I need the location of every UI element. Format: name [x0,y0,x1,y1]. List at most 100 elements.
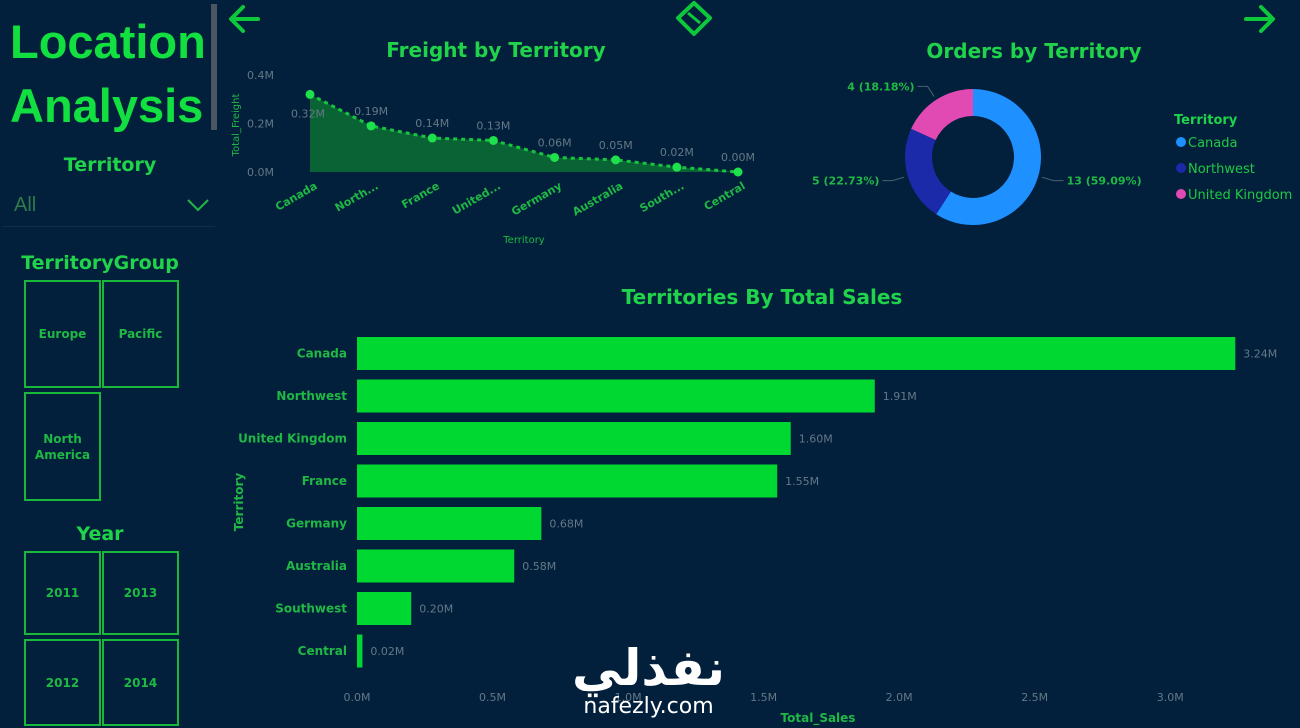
sales-category-label: Australia [286,559,347,573]
orders-legend-title: Territory [1174,113,1238,128]
title-divider [211,4,217,130]
sales-data-label: 3.24M [1243,348,1277,361]
sales-category-label: Canada [297,347,347,361]
freight-chart: 0.32M 0.19M 0.14M 0.13M 0.06M 0.05M 0.02M 0.00M… [231,69,755,246]
sales-x-tick: 1.0M [615,691,642,704]
freight-point [305,89,315,99]
sales-y-axis-label: Territory [232,473,246,532]
freight-chart-title: Freight by Territory [386,38,606,62]
territory-group-label: TerritoryGroup [21,252,179,274]
sales-x-tick: 2.0M [886,691,913,704]
watermark-latin: nafezly.com [583,694,714,719]
orders-chart-title: Orders by Territory [926,39,1142,63]
sales-data-label: 0.20M [419,603,453,616]
freight-data-label: 0.05M [599,139,633,152]
sales-category-label: Germany [286,517,347,531]
freight-x-tick: South... [637,179,686,215]
sales-chart: Canada 3.24M Northwest 1.91M United Kingdom 1… [232,337,1277,726]
sales-bar-united-kingdom [357,422,791,455]
freight-data-label: 0.14M [415,117,449,130]
orders-slice-northwest [905,128,951,215]
freight-x-tick: France [399,179,441,211]
freight-x-tick: North... [333,179,381,214]
watermark-arabic: نفذلي [572,639,726,697]
year-slicer-label: Year [76,523,124,545]
arrow-left-icon[interactable] [226,2,262,36]
group-tile-europe[interactable]: Europe [24,280,101,388]
diamond-icon[interactable] [674,0,714,38]
group-tile-north-america[interactable]: North America [24,392,101,501]
freight-data-label: 0.00M [721,151,755,164]
sales-x-tick: 0.0M [344,691,371,704]
sales-data-label: 1.60M [799,433,833,446]
orders-legend-item: Northwest [1188,162,1255,177]
freight-point [488,135,498,145]
freight-x-tick: United... [450,179,503,217]
freight-x-tick: Central [702,179,748,213]
sales-bar-australia [357,549,515,583]
sales-category-label: Southwest [275,602,347,616]
sales-bar-france [357,464,778,498]
freight-y-tick: 0.0M [247,166,274,179]
year-tile-2014[interactable]: 2014 [102,639,179,726]
page-title-line2: Analysis [10,79,204,132]
orders-data-label: 13 (59.09%) [1067,175,1142,188]
orders-slice-united-kingdom [911,89,973,140]
watermark-logo: نفذلي nafezly.com [572,642,725,720]
freight-data-label: 0.13M [476,119,510,132]
sales-category-label: France [302,474,347,488]
freight-point [427,133,437,143]
freight-point [733,167,743,177]
orders-legend-item: Canada [1188,136,1237,151]
page-title: Location Analysis [10,10,206,138]
freight-data-label: 0.19M [354,105,388,118]
year-tile-2011[interactable]: 2011 [24,551,101,635]
freight-x-tick: Australia [570,179,625,218]
orders-chart: 13 (59.09%) 5 (22.73%) 4 (18.18%) Territory… [812,80,1292,225]
year-tile-2012[interactable]: 2012 [24,639,101,726]
freight-x-tick: Germany [509,179,564,218]
sales-data-label: 1.55M [785,475,819,488]
sales-bar-southwest [357,592,412,625]
chevron-down-icon[interactable] [186,198,210,212]
freight-x-axis-label: Territory [502,235,545,246]
sales-data-label: 1.91M [883,390,917,403]
year-tile-2013[interactable]: 2013 [102,551,179,635]
freight-data-label: 0.06M [538,136,572,149]
freight-area [310,94,738,172]
sales-bar-central [357,634,363,668]
sales-data-label: 0.58M [522,560,556,573]
freight-y-tick: 0.2M [247,118,274,131]
sales-data-label: 0.02M [370,645,404,658]
orders-legend-swatch [1176,137,1186,147]
sales-category-label: Central [298,644,347,658]
freight-y-axis-label: Total_Freight [231,94,242,158]
orders-slice-canada [936,89,1041,225]
sales-bar-germany [357,507,542,540]
sales-x-axis-label: Total_Sales [781,711,856,726]
sales-category-label: United Kingdom [238,432,347,446]
page-title-line1: Location [10,15,206,68]
group-tile-pacific[interactable]: Pacific [102,280,179,388]
territory-slicer-label: Territory [63,154,157,176]
sales-x-tick: 3.0M [1157,691,1184,704]
freight-point [550,152,560,162]
sales-category-label: Northwest [276,389,347,403]
sales-data-label: 0.68M [549,518,583,531]
orders-leader-line [1041,176,1064,182]
sales-bar-northwest [357,379,875,413]
freight-x-tick: Canada [273,179,319,213]
orders-data-label: 4 (18.18%) [847,80,914,93]
orders-leader-line [882,176,905,182]
freight-point [672,162,682,172]
freight-data-label: 0.02M [660,146,694,159]
orders-data-label: 5 (22.73%) [812,175,879,188]
arrow-right-icon[interactable] [1242,2,1278,36]
freight-point [366,121,376,131]
orders-legend-item: United Kingdom [1188,188,1292,203]
sales-chart-title: Territories By Total Sales [621,285,903,309]
territory-dropdown[interactable]: All [2,190,215,227]
orders-leader-line [917,85,935,97]
sales-x-tick: 1.5M [750,691,777,704]
orders-legend-swatch [1176,189,1186,199]
